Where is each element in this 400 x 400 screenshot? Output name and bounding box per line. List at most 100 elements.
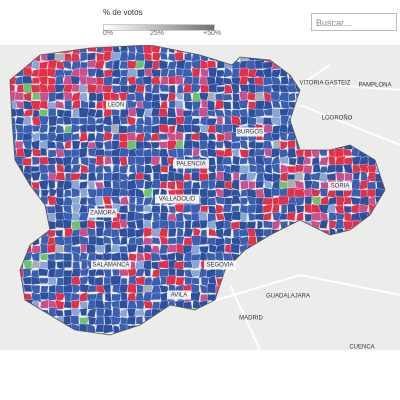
municipality [63, 196, 74, 207]
municipality [71, 268, 81, 277]
municipality [174, 51, 184, 62]
municipality [350, 188, 362, 197]
municipality [168, 220, 177, 230]
municipality [262, 117, 274, 126]
municipality [56, 60, 65, 70]
municipality [254, 213, 265, 221]
municipality [215, 140, 225, 149]
municipality [183, 237, 193, 246]
municipality [127, 187, 137, 197]
municipality [87, 219, 96, 229]
municipality [287, 203, 297, 214]
municipality [111, 156, 121, 166]
municipality [190, 83, 202, 94]
municipality [134, 268, 146, 277]
municipality [78, 147, 88, 158]
municipality [70, 75, 81, 85]
municipality [288, 157, 298, 166]
label-box [89, 208, 117, 218]
municipality [22, 260, 33, 271]
municipality [22, 109, 34, 118]
municipality [248, 181, 256, 191]
municipality [199, 219, 208, 229]
municipality [262, 187, 274, 198]
municipality [223, 220, 232, 230]
municipality [126, 243, 138, 253]
municipality [87, 59, 97, 68]
municipality [240, 212, 248, 223]
municipality [80, 243, 88, 253]
legend-label: 25% [150, 30, 165, 37]
municipality [70, 299, 80, 311]
municipality [281, 204, 288, 215]
municipality [104, 155, 112, 166]
map: LEON BURGOS PALENCIA VALLADOLID ZAMORA SORIA S… [0, 45, 400, 350]
place-label: SEGOVIA [206, 263, 233, 269]
municipality [63, 189, 72, 198]
municipality [240, 197, 249, 206]
municipality [160, 165, 169, 174]
place-label: BURGOS [237, 130, 263, 136]
municipality [254, 108, 266, 118]
municipality [22, 267, 32, 278]
municipality [183, 92, 193, 102]
municipality [46, 157, 57, 166]
municipality [255, 180, 265, 189]
municipality [94, 109, 103, 119]
municipality [231, 142, 241, 150]
municipality [328, 155, 336, 166]
municipality [254, 59, 265, 69]
municipality [70, 117, 82, 126]
municipality [31, 251, 40, 262]
municipality [200, 84, 210, 94]
municipality [279, 140, 288, 151]
municipality [190, 245, 200, 255]
municipality [158, 260, 170, 269]
municipality [264, 147, 273, 158]
municipality [72, 251, 82, 263]
municipality [103, 131, 113, 142]
municipality [278, 156, 289, 164]
municipality [87, 285, 98, 293]
search-box[interactable]: Buscar... [311, 13, 397, 31]
municipality [126, 308, 137, 318]
municipality [190, 118, 200, 126]
municipality [126, 283, 137, 294]
municipality [222, 93, 233, 101]
municipality [240, 180, 249, 190]
municipality [135, 315, 144, 325]
municipality [80, 99, 89, 109]
municipality [111, 229, 120, 238]
municipality [168, 124, 176, 135]
municipality [87, 299, 97, 311]
municipality [142, 45, 153, 54]
municipality [127, 253, 137, 262]
municipality [23, 148, 33, 159]
municipality [175, 212, 184, 223]
municipality [151, 93, 161, 103]
municipality [150, 292, 162, 301]
municipality [343, 156, 354, 166]
municipality [247, 156, 257, 166]
municipality [176, 227, 184, 239]
municipality [88, 100, 96, 109]
municipality [38, 61, 49, 71]
municipality [174, 204, 186, 214]
municipality [39, 243, 49, 255]
municipality [183, 139, 193, 151]
municipality [174, 260, 185, 271]
municipality [136, 196, 144, 206]
municipality [87, 52, 96, 61]
municipality [143, 59, 154, 70]
municipality [48, 277, 58, 286]
municipality [119, 308, 128, 318]
municipality [119, 245, 129, 254]
municipality [134, 179, 145, 189]
municipality [23, 100, 34, 111]
municipality [31, 148, 42, 157]
municipality [255, 172, 265, 182]
municipality [79, 187, 88, 199]
municipality [38, 268, 49, 277]
place-label: LEON [108, 103, 124, 109]
municipality [174, 172, 185, 182]
